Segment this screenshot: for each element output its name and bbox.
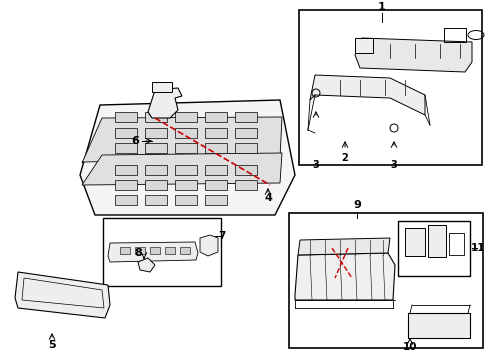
- Bar: [204, 143, 226, 153]
- Text: 7: 7: [218, 231, 225, 241]
- Text: 3: 3: [390, 160, 397, 170]
- Bar: [135, 247, 145, 254]
- Bar: [204, 128, 226, 138]
- Polygon shape: [354, 38, 471, 72]
- Bar: [103, 218, 221, 286]
- Polygon shape: [82, 153, 282, 185]
- Bar: [397, 221, 469, 276]
- Polygon shape: [108, 242, 198, 262]
- Polygon shape: [297, 238, 389, 255]
- Bar: [175, 165, 197, 175]
- Bar: [288, 213, 482, 348]
- Bar: [175, 143, 197, 153]
- Bar: [150, 247, 160, 254]
- Polygon shape: [200, 235, 218, 256]
- Bar: [235, 128, 257, 138]
- Bar: [152, 82, 172, 92]
- Bar: [164, 247, 175, 254]
- Text: 1: 1: [377, 2, 385, 12]
- Bar: [120, 247, 130, 254]
- Text: 9: 9: [352, 200, 360, 210]
- Bar: [115, 195, 137, 205]
- Polygon shape: [80, 100, 294, 215]
- Bar: [145, 128, 167, 138]
- Polygon shape: [294, 253, 394, 300]
- Polygon shape: [148, 88, 182, 118]
- Bar: [448, 233, 463, 255]
- Bar: [115, 112, 137, 122]
- Polygon shape: [15, 272, 110, 318]
- Bar: [145, 165, 167, 175]
- Bar: [175, 112, 197, 122]
- Bar: [443, 28, 465, 42]
- Bar: [235, 165, 257, 175]
- Bar: [204, 112, 226, 122]
- Polygon shape: [309, 75, 424, 115]
- Bar: [407, 313, 469, 338]
- Bar: [404, 228, 424, 256]
- Polygon shape: [82, 117, 282, 163]
- Bar: [175, 195, 197, 205]
- Bar: [235, 180, 257, 190]
- Bar: [235, 143, 257, 153]
- Bar: [115, 128, 137, 138]
- Bar: [354, 38, 372, 53]
- Bar: [145, 112, 167, 122]
- Text: 10: 10: [402, 342, 416, 352]
- Text: 8: 8: [134, 248, 142, 258]
- Bar: [115, 180, 137, 190]
- Text: 2: 2: [341, 153, 347, 163]
- Text: 4: 4: [264, 193, 271, 203]
- Text: 3: 3: [312, 160, 319, 170]
- Bar: [115, 143, 137, 153]
- Bar: [145, 180, 167, 190]
- Text: 11: 11: [470, 243, 484, 253]
- Bar: [204, 195, 226, 205]
- Text: 5: 5: [48, 340, 56, 350]
- Bar: [180, 247, 190, 254]
- Bar: [175, 180, 197, 190]
- Text: 6: 6: [131, 136, 139, 146]
- Bar: [204, 165, 226, 175]
- Bar: [145, 143, 167, 153]
- Bar: [145, 195, 167, 205]
- Bar: [115, 165, 137, 175]
- Bar: [235, 112, 257, 122]
- Bar: [298, 10, 481, 165]
- Bar: [427, 225, 445, 257]
- Bar: [204, 180, 226, 190]
- Bar: [175, 128, 197, 138]
- Polygon shape: [138, 258, 155, 272]
